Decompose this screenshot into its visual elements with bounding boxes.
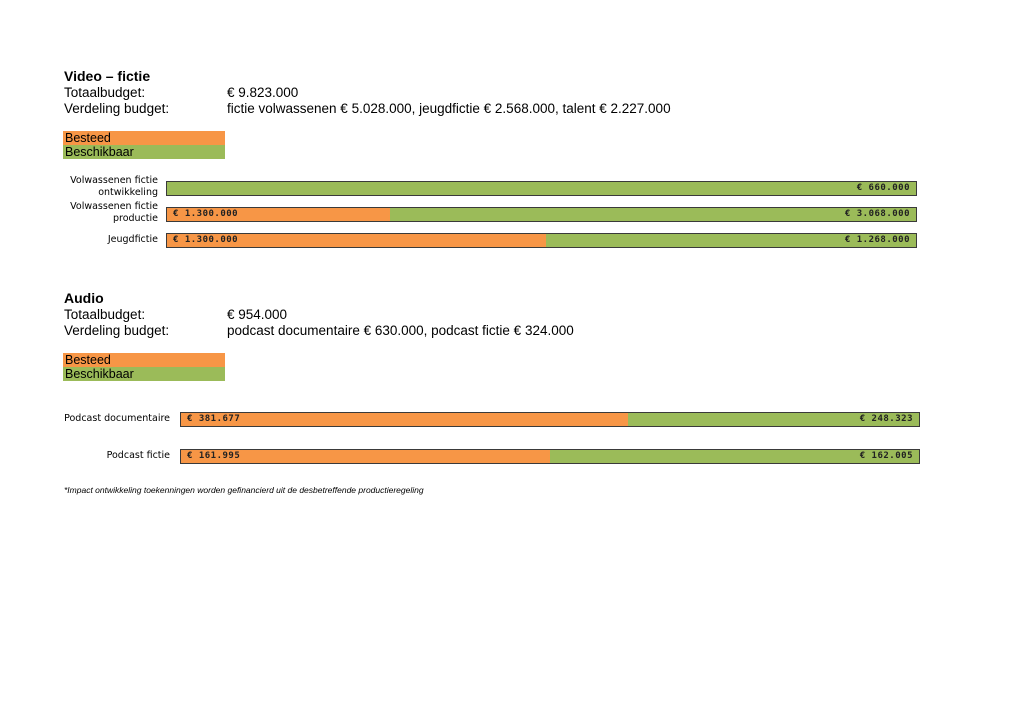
stacked-bar: € 381.677 € 248.323 (180, 412, 920, 427)
bar-segment-besteed (167, 234, 547, 247)
bar-segment-beschikbaar (167, 182, 916, 195)
data-label: € 1.300.000 (173, 235, 239, 245)
bar-segment-beschikbaar (546, 234, 916, 247)
audio-verdeling-label: Verdeling budget: (64, 323, 170, 338)
category-label: Podcast fictie (106, 450, 170, 461)
bar-segment-beschikbaar (628, 413, 919, 426)
stacked-bar: € 0€ 660.000 (166, 181, 917, 196)
data-label: € 1.268.000 (844, 235, 910, 245)
data-label: € 660.000 (856, 183, 910, 193)
video-title: Video – fictie (64, 68, 151, 84)
stacked-bar: € 161.995 € 162.005 (180, 449, 920, 464)
stacked-bar: € 1.300.000 € 1.268.000 (166, 233, 917, 248)
audio-totaal-label: Totaalbudget: (64, 307, 146, 322)
data-label: € 161.995 (187, 451, 241, 461)
data-label: € 162.005 (859, 451, 913, 461)
category-label: Volwassenen fictie ontwikkeling (70, 175, 158, 198)
footnote: *Impact ontwikkeling toekenningen worden… (64, 485, 424, 495)
bar-segment-beschikbaar (389, 208, 916, 221)
data-label: € 381.677 (187, 414, 241, 424)
legend-beschikbaar: Beschikbaar (63, 367, 225, 381)
video-totaal-label: Totaalbudget: (64, 85, 146, 100)
bar-segment-beschikbaar (549, 450, 919, 463)
legend-besteed: Besteed (63, 353, 225, 367)
audio-verdeling-value: podcast documentaire € 630.000, podcast … (227, 323, 574, 338)
data-label: € 1.300.000 (173, 209, 239, 219)
audio-title: Audio (64, 290, 104, 306)
legend-besteed: Besteed (63, 131, 225, 145)
video-totaal-value: € 9.823.000 (227, 85, 299, 100)
bar-segment-besteed (167, 208, 390, 221)
stacked-bar: € 1.300.000 € 3.068.000 (166, 207, 917, 222)
category-label: Volwassenen fictie productie (70, 201, 158, 224)
bar-segment-besteed (181, 450, 550, 463)
category-label: Jeugdfictie (107, 234, 158, 245)
data-label: € 3.068.000 (844, 209, 910, 219)
audio-totaal-value: € 954.000 (227, 307, 288, 322)
bar-segment-besteed (181, 413, 629, 426)
category-label: Podcast documentaire (64, 413, 170, 424)
video-verdeling-value: fictie volwassenen € 5.028.000, jeugdfic… (227, 101, 671, 116)
data-label: € 248.323 (859, 414, 913, 424)
legend-beschikbaar: Beschikbaar (63, 145, 225, 159)
video-verdeling-label: Verdeling budget: (64, 101, 170, 116)
